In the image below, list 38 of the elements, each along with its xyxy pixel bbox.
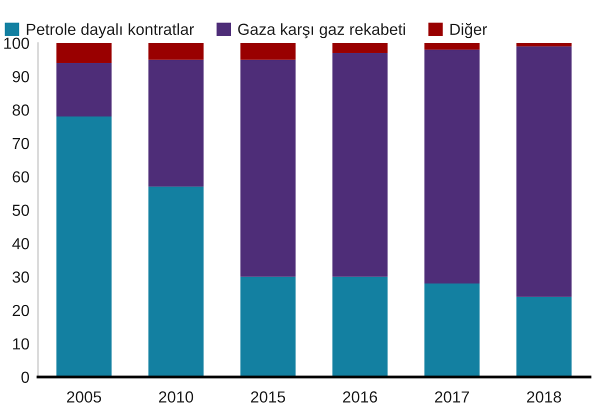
bar (240, 60, 296, 277)
bar (148, 43, 204, 60)
y-tick-label: 100 (4, 38, 30, 49)
bar (56, 63, 112, 116)
y-tick-label: 40 (12, 238, 30, 250)
y-tick-label: 60 (12, 171, 30, 183)
bar (148, 186, 204, 377)
bar (516, 296, 572, 377)
x-tick-label: 2017 (435, 391, 469, 403)
bar (424, 283, 480, 377)
y-tick-label: 90 (12, 71, 30, 82)
x-tick-label: 2016 (343, 391, 378, 403)
bar (332, 276, 388, 377)
bar (516, 43, 572, 46)
y-tick-label: 50 (12, 204, 30, 216)
bar (424, 43, 480, 50)
bar (516, 46, 572, 297)
y-tick-label: 30 (12, 271, 30, 283)
bar (56, 116, 112, 377)
legend-label: Diğer (450, 23, 488, 38)
bar (424, 50, 480, 284)
x-tick-label: 2015 (251, 391, 286, 403)
y-tick-label: 0 (21, 372, 30, 383)
bar (240, 276, 296, 377)
bar (240, 43, 296, 60)
legend-label: Gaza karşı gaz rekabeti (238, 23, 405, 38)
bar (56, 43, 112, 64)
y-tick-label: 10 (13, 338, 30, 350)
x-tick-label: 2018 (527, 391, 562, 403)
bar (332, 53, 388, 277)
bar (148, 60, 204, 187)
y-tick-label: 70 (12, 138, 30, 150)
y-tick-label: 80 (12, 104, 30, 116)
legend-label: Petrole dayalı kontratlar (26, 23, 194, 38)
x-tick-label: 2005 (67, 391, 102, 403)
x-tick-label: 2010 (159, 391, 194, 403)
y-tick-label: 20 (12, 304, 30, 316)
bar (332, 43, 388, 54)
